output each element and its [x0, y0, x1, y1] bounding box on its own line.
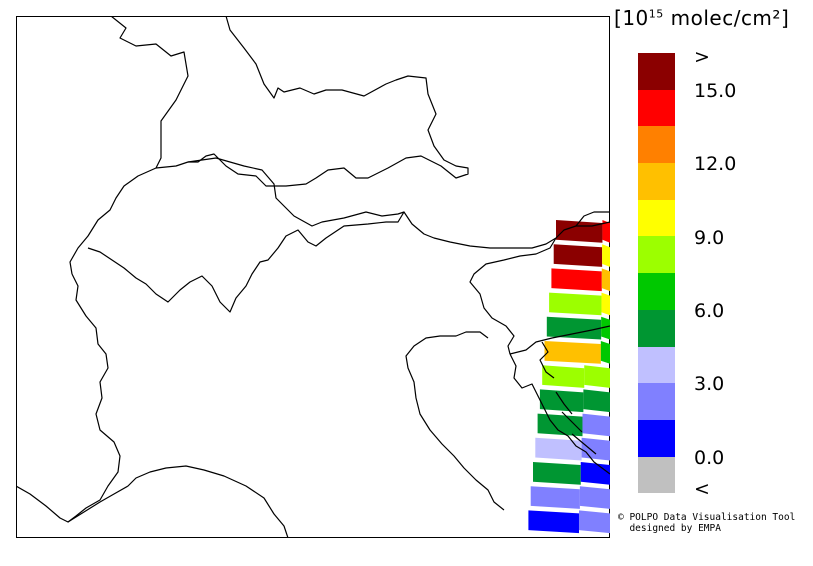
legend-swatch — [638, 309, 675, 347]
map-frame — [16, 16, 610, 538]
legend-bracket-close: ] — [780, 6, 790, 30]
swath-pixel — [582, 413, 610, 437]
legend-swatch — [638, 456, 675, 494]
border-slovenia-croatia — [509, 325, 610, 355]
swath-pixel — [528, 510, 579, 534]
legend-swatch — [638, 346, 675, 384]
legend-swatch — [638, 383, 675, 420]
swath-pixel — [542, 365, 585, 388]
border-france-germany — [110, 16, 189, 169]
legend-swatch — [638, 89, 675, 127]
swath-pixel — [602, 220, 610, 243]
legend-tick: 0.0 — [694, 447, 725, 469]
swath-pixel — [580, 462, 610, 485]
legend-swatch — [638, 53, 675, 90]
coastline-adriatic — [405, 331, 505, 511]
coastline-croatia — [509, 353, 610, 475]
legend-swatch — [638, 273, 675, 310]
swath-pixel — [584, 365, 610, 388]
swath-pixel — [581, 437, 610, 461]
credit-line-2: designed by EMPA — [618, 523, 721, 534]
legend-bracket-open: [ — [614, 6, 623, 30]
satellite-swaths — [528, 220, 610, 534]
swath-pixel — [601, 268, 610, 292]
legend-tick: 15.0 — [694, 80, 737, 102]
coastline-italy — [67, 465, 289, 538]
swath-pixel — [579, 486, 610, 509]
border-germany-austria — [188, 16, 469, 187]
credit-text: © POLPO Data Visualisation Tool designed… — [618, 512, 795, 534]
legend-tick: 3.0 — [694, 373, 725, 395]
country-borders — [16, 16, 610, 538]
swath-pixel — [601, 292, 610, 316]
swath-pixel — [544, 341, 601, 364]
swath-pixel — [535, 437, 582, 461]
swath-pixel — [533, 462, 581, 485]
border-france-italy — [16, 273, 121, 523]
swath-pixel — [530, 486, 580, 509]
legend-swatch — [638, 199, 675, 237]
legend-title: [1015 molec/cm²] — [614, 6, 789, 30]
border-austria-hungary — [575, 211, 610, 227]
legend-unit-prefix: 10 — [622, 6, 649, 30]
border-switzerland — [87, 157, 405, 313]
map-panel — [16, 16, 610, 538]
swath-pixel — [553, 244, 603, 267]
swath-pixel — [600, 341, 610, 364]
swath-pixel — [583, 389, 610, 413]
swath-pixel — [546, 316, 602, 340]
coastline-islands — [539, 341, 597, 455]
border-switzerland-north — [69, 167, 157, 275]
color-legend — [638, 53, 675, 494]
credit-line-1: © POLPO Data Visualisation Tool — [618, 512, 796, 523]
swath-pixel — [578, 510, 610, 534]
swath-pixel — [601, 316, 610, 340]
legend-unit-suffix: molec/cm² — [670, 6, 781, 30]
swath-pixel — [549, 292, 602, 316]
border-austria-italy — [403, 211, 610, 249]
legend-tick: 9.0 — [694, 227, 725, 249]
legend-swatch — [638, 163, 675, 200]
legend-swatch — [638, 419, 675, 457]
legend-tick: 12.0 — [694, 153, 737, 175]
swath-pixel — [602, 244, 610, 267]
swath-pixel — [537, 413, 583, 437]
legend-swatch — [638, 236, 675, 274]
legend-tick-below: < — [694, 478, 710, 500]
swath-pixel — [551, 268, 602, 292]
legend-unit-exponent: 15 — [648, 7, 664, 21]
legend-swatch — [638, 126, 675, 164]
legend-tick: 6.0 — [694, 300, 725, 322]
border-italy-slovenia — [469, 237, 557, 355]
legend-tick-above: > — [694, 46, 710, 68]
